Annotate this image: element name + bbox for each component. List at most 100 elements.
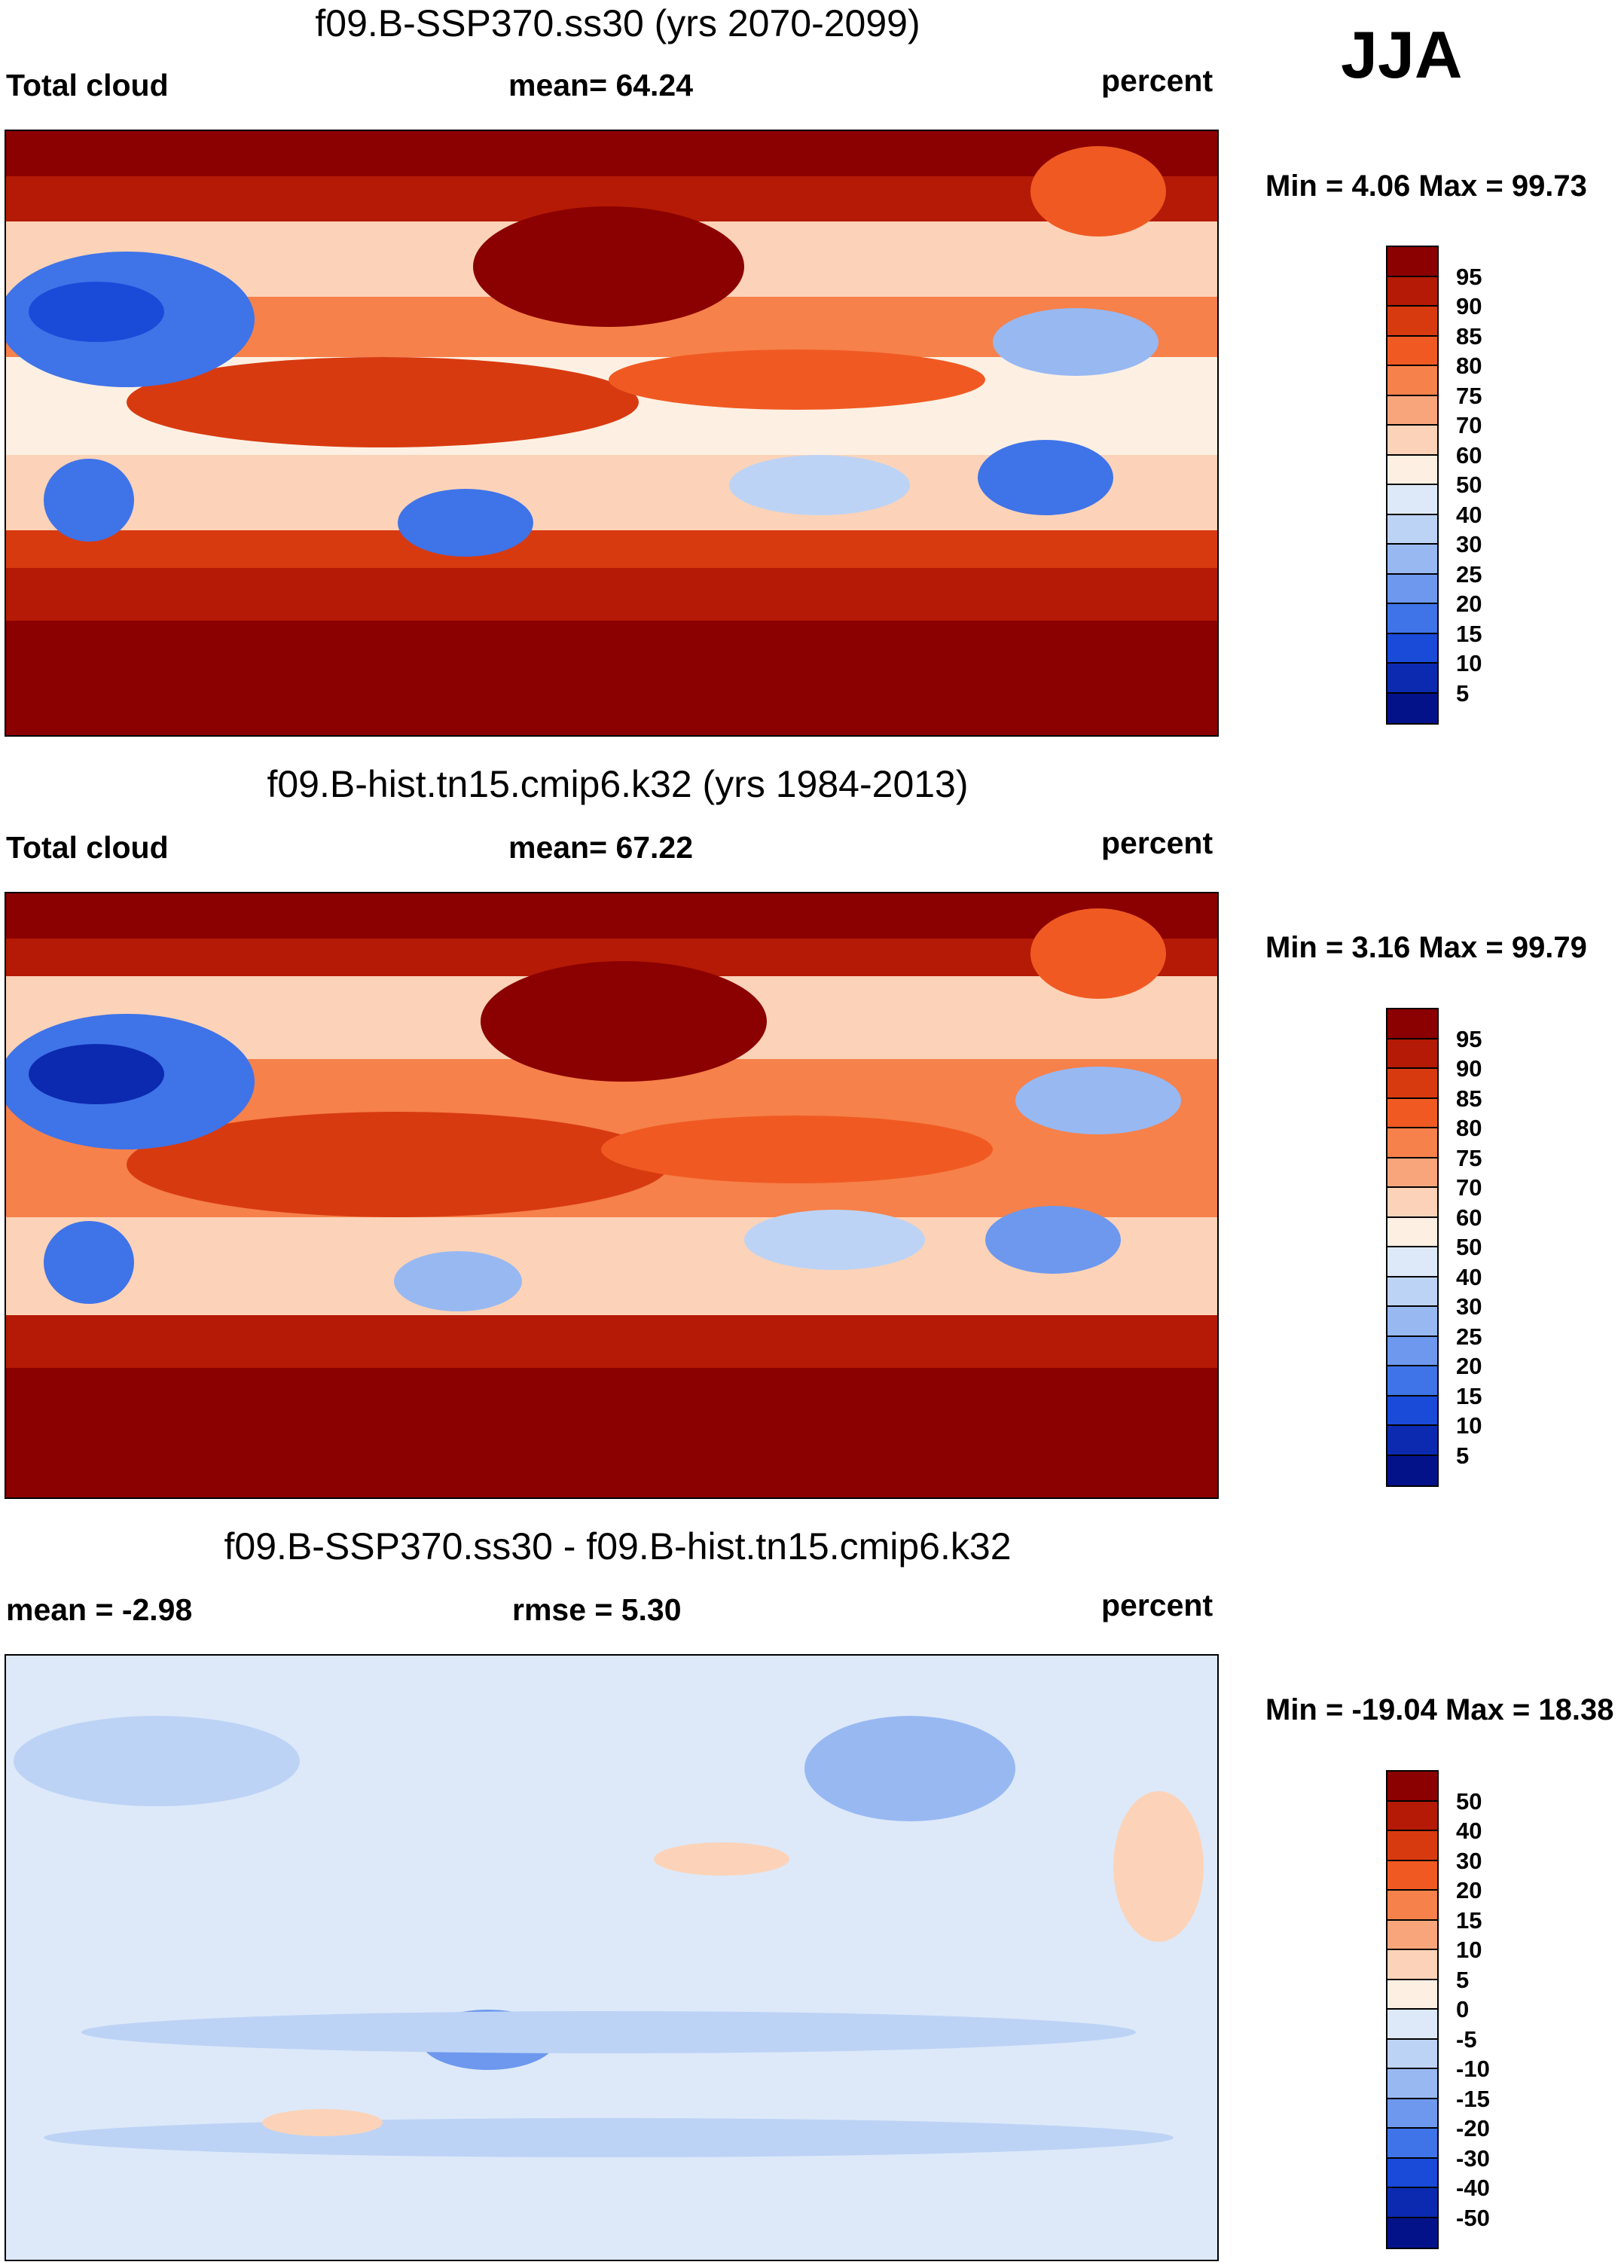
- colorbar-tick-label: 95: [1456, 263, 1482, 290]
- panel-1-variable-label: Total cloud: [6, 68, 169, 102]
- colorbar-cell: [1387, 1336, 1437, 1366]
- colorbar-cell: [1387, 485, 1437, 515]
- colorbar-tick-label: -10: [1456, 2056, 1490, 2082]
- panel-3-colorbar: [1386, 1770, 1439, 2249]
- colorbar-tick-label: 50: [1456, 1234, 1482, 1260]
- colorbar-tick-label: 20: [1456, 1877, 1482, 1903]
- panel-2-map: [5, 892, 1219, 1499]
- panel-1-map-svg: [6, 131, 1217, 735]
- colorbar-tick-label: 80: [1456, 353, 1482, 379]
- colorbar-tick-label: 40: [1456, 501, 1482, 528]
- southeast-pacific-min: [729, 455, 910, 515]
- colorbar-cell: [1387, 2218, 1437, 2248]
- colorbar-cell: [1387, 1950, 1437, 1980]
- indo-pacific-band: [127, 357, 639, 447]
- season-label: JJA: [1341, 17, 1463, 92]
- colorbar-tick-label: 20: [1456, 591, 1482, 617]
- panel-2-map-svg: [6, 893, 1217, 1497]
- indo-pacific-band: [127, 1112, 669, 1217]
- itcz-band: [609, 350, 985, 410]
- colorbar-cell: [1387, 664, 1437, 694]
- panel-1-map: [5, 130, 1219, 737]
- colorbar-tick-label: 75: [1456, 1144, 1482, 1171]
- north-america-negative: [804, 1716, 1015, 1821]
- colorbar-cell: [1387, 545, 1437, 575]
- panel-2-minmax: Min = 3.16 Max = 99.79: [1265, 931, 1587, 964]
- colorbar-tick-label: 60: [1456, 441, 1482, 469]
- colorbar-tick-label: 60: [1456, 1204, 1482, 1231]
- colorbar-cell: [1387, 1039, 1437, 1069]
- colorbar-cell: [1387, 455, 1437, 485]
- colorbar-cell: [1387, 1396, 1437, 1426]
- greenland-region: [1030, 146, 1166, 237]
- colorbar-tick-label: 15: [1456, 1382, 1482, 1409]
- pacific-positive: [654, 1842, 789, 1876]
- colorbar-cell: [1387, 1920, 1437, 1950]
- colorbar-cell: [1387, 1247, 1437, 1277]
- atlantic-subtropic-min: [1015, 1067, 1181, 1134]
- colorbar-tick-label: 80: [1456, 1115, 1482, 1141]
- colorbar-tick-label: 15: [1456, 1906, 1482, 1934]
- colorbar-tick-label: 5: [1456, 679, 1470, 707]
- colorbar-cell: [1387, 1860, 1437, 1891]
- indian-positive: [262, 2109, 383, 2136]
- colorbar-tick-label: 30: [1456, 1847, 1482, 1874]
- colorbar-tick-label: -5: [1456, 2025, 1477, 2053]
- colorbar-cell: [1387, 633, 1437, 664]
- colorbar-tick-label: 95: [1456, 1025, 1482, 1052]
- colorbar-cell: [1387, 1980, 1437, 2010]
- colorbar-tick-label: -50: [1456, 2204, 1490, 2231]
- colorbar-cell: [1387, 426, 1437, 456]
- panel-3-map-svg: [6, 1656, 1217, 2260]
- southern-africa-min: [44, 1221, 134, 1304]
- colorbar-tick-label: 70: [1456, 412, 1482, 438]
- panel-3-map: [5, 1654, 1219, 2261]
- colorbar-cell: [1387, 1772, 1437, 1802]
- sahara-core-min: [29, 282, 164, 342]
- colorbar-cell: [1387, 1831, 1437, 1861]
- panel-3-mean-label: mean = -2.98: [6, 1592, 193, 1627]
- colorbar-cell: [1387, 1801, 1437, 1831]
- colorbar-tick-label: 50: [1456, 1787, 1482, 1815]
- colorbar-tick-label: 90: [1456, 293, 1482, 319]
- panel-3-minmax: Min = -19.04 Max = 18.38: [1265, 1693, 1614, 1726]
- colorbar-cell: [1387, 1188, 1437, 1218]
- colorbar-cell: [1387, 1455, 1437, 1485]
- panel-1-title: f09.B-SSP370.ss30 (yrs 2070-2099): [315, 2, 920, 44]
- colorbar-tick-label: 5: [1456, 1966, 1470, 1993]
- colorbar-cell: [1387, 1366, 1437, 1397]
- southern-band-dark: [6, 1360, 1217, 1497]
- colorbar-tick-label: 90: [1456, 1055, 1482, 1082]
- southern-midlat-negative: [44, 2118, 1174, 2157]
- north-pacific-cloud-max: [473, 206, 744, 327]
- panel-1-minmax: Min = 4.06 Max = 99.73: [1265, 169, 1587, 203]
- colorbar-cell: [1387, 1069, 1437, 1099]
- southern-subtropic-negative: [81, 2011, 1136, 2053]
- itcz-band: [601, 1116, 993, 1183]
- colorbar-tick-label: 75: [1456, 382, 1482, 409]
- colorbar-tick-label: 40: [1456, 1818, 1482, 1844]
- southern-band-dark: [6, 613, 1217, 735]
- colorbar-tick-label: 50: [1456, 472, 1482, 498]
- colorbar-cell: [1387, 2039, 1437, 2069]
- colorbar-cell: [1387, 366, 1437, 396]
- colorbar-tick-label: 10: [1456, 650, 1482, 676]
- colorbar-tick-label: 10: [1456, 1937, 1482, 1963]
- brazil-min: [978, 440, 1113, 515]
- colorbar-tick-label: 20: [1456, 1353, 1482, 1379]
- panel-2-mean-label: mean= 67.22: [508, 830, 694, 865]
- colorbar-cell: [1387, 1891, 1437, 1921]
- colorbar-tick-label: -20: [1456, 2115, 1490, 2141]
- colorbar-cell: [1387, 1277, 1437, 1307]
- colorbar-cell: [1387, 307, 1437, 337]
- colorbar-cell: [1387, 574, 1437, 604]
- colorbar-cell: [1387, 276, 1437, 307]
- colorbar-cell: [1387, 2099, 1437, 2129]
- colorbar-cell: [1387, 336, 1437, 366]
- colorbar-tick-label: 0: [1456, 1996, 1470, 2022]
- arctic-band-dark: [6, 893, 1217, 939]
- colorbar-tick-label: 5: [1456, 1442, 1470, 1469]
- southern-africa-min: [44, 459, 134, 542]
- colorbar-tick-label: -15: [1456, 2085, 1490, 2112]
- colorbar-tick-label: -40: [1456, 2175, 1490, 2201]
